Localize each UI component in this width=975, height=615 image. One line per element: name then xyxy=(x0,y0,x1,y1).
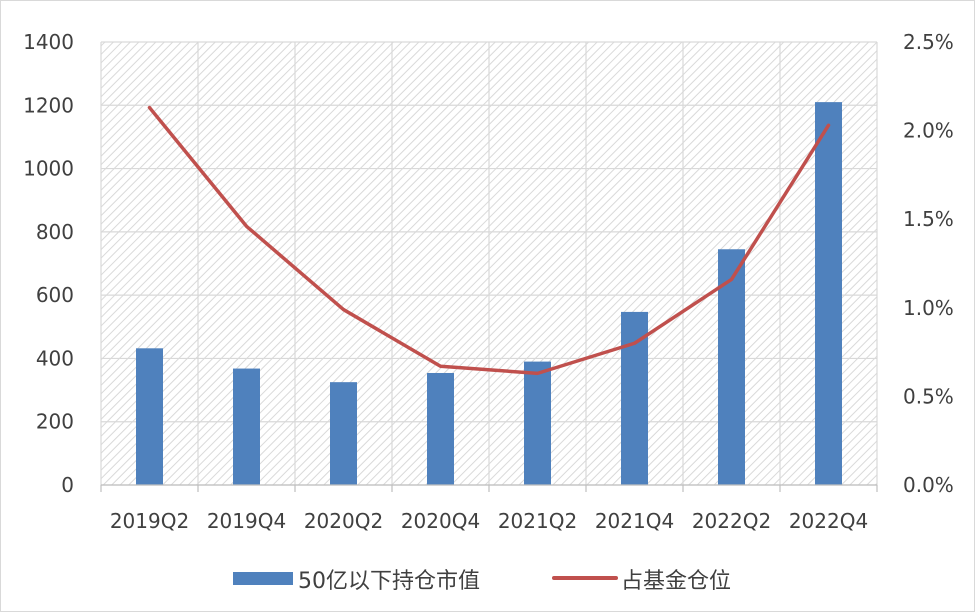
x-tick-label: 2019Q4 xyxy=(207,509,286,533)
y-right-tick-label: 2.0% xyxy=(903,119,954,143)
x-tick-label: 2019Q2 xyxy=(110,509,189,533)
y-left-tick-label: 1400 xyxy=(23,30,74,54)
y-left-tick-label: 0 xyxy=(61,473,74,497)
y-right-tick-label: 1.5% xyxy=(903,207,954,231)
bar xyxy=(330,382,357,485)
x-tick-label: 2020Q4 xyxy=(401,509,480,533)
legend-label-bar: 50亿以下持仓市值 xyxy=(298,569,480,594)
bar xyxy=(524,362,551,485)
y-right-tick-label: 0.0% xyxy=(903,473,954,497)
legend-label-line: 占基金仓位 xyxy=(621,569,731,594)
bar xyxy=(427,373,454,485)
bar xyxy=(233,369,260,485)
y-left-tick-label: 1000 xyxy=(23,157,74,181)
y-left-tick-label: 400 xyxy=(36,346,74,370)
y-right-tick-label: 1.0% xyxy=(903,296,954,320)
x-tick-label: 2022Q2 xyxy=(692,509,771,533)
x-tick-label: 2022Q4 xyxy=(789,509,868,533)
bar xyxy=(136,348,163,485)
x-tick-label: 2020Q2 xyxy=(304,509,383,533)
legend: 50亿以下持仓市值 占基金仓位 xyxy=(233,569,731,594)
x-tick-label: 2021Q2 xyxy=(498,509,577,533)
legend-swatch-bar xyxy=(233,572,293,585)
y-left-tick-label: 800 xyxy=(36,220,74,244)
x-tick-label: 2021Q4 xyxy=(595,509,674,533)
y-left-tick-label: 1200 xyxy=(23,93,74,117)
y-left-tick-label: 200 xyxy=(36,410,74,434)
y-left-tick-label: 600 xyxy=(36,283,74,307)
y-right-tick-label: 0.5% xyxy=(903,384,954,408)
y-right-tick-label: 2.5% xyxy=(903,30,954,54)
bar xyxy=(815,102,842,485)
